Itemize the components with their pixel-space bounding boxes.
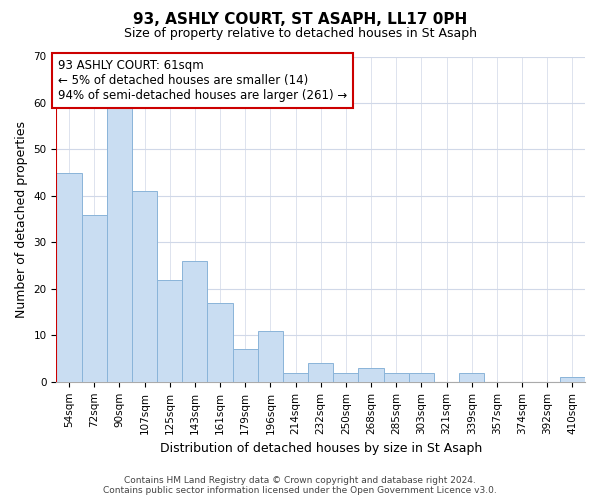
Bar bbox=[132, 192, 157, 382]
Text: Contains HM Land Registry data © Crown copyright and database right 2024.
Contai: Contains HM Land Registry data © Crown c… bbox=[103, 476, 497, 495]
Text: Size of property relative to detached houses in St Asaph: Size of property relative to detached ho… bbox=[124, 28, 476, 40]
Bar bbox=[358, 368, 383, 382]
Bar bbox=[258, 330, 283, 382]
X-axis label: Distribution of detached houses by size in St Asaph: Distribution of detached houses by size … bbox=[160, 442, 482, 455]
Bar bbox=[82, 214, 107, 382]
Bar bbox=[157, 280, 182, 382]
Y-axis label: Number of detached properties: Number of detached properties bbox=[15, 120, 28, 318]
Bar bbox=[283, 372, 308, 382]
Bar bbox=[409, 372, 434, 382]
Bar bbox=[333, 372, 358, 382]
Bar bbox=[182, 261, 208, 382]
Bar bbox=[107, 108, 132, 382]
Text: 93 ASHLY COURT: 61sqm
← 5% of detached houses are smaller (14)
94% of semi-detac: 93 ASHLY COURT: 61sqm ← 5% of detached h… bbox=[58, 59, 347, 102]
Text: 93, ASHLY COURT, ST ASAPH, LL17 0PH: 93, ASHLY COURT, ST ASAPH, LL17 0PH bbox=[133, 12, 467, 28]
Bar bbox=[459, 372, 484, 382]
Bar bbox=[56, 172, 82, 382]
Bar bbox=[208, 303, 233, 382]
Bar bbox=[560, 377, 585, 382]
Bar bbox=[308, 363, 333, 382]
Bar bbox=[233, 350, 258, 382]
Bar bbox=[383, 372, 409, 382]
